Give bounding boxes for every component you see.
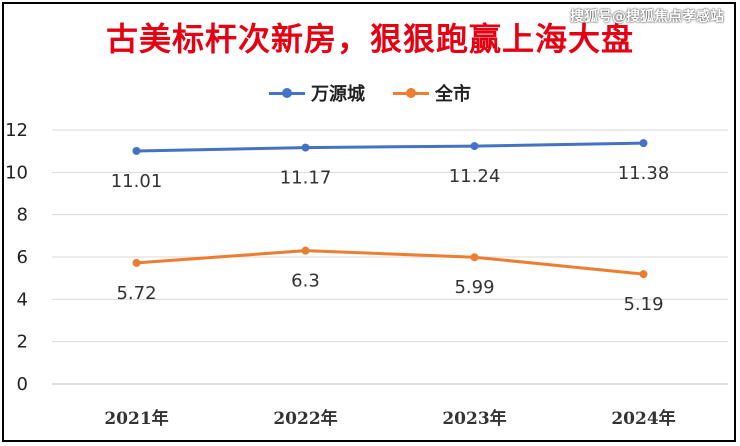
y-tick-label: 10 xyxy=(5,162,28,183)
series-line-0 xyxy=(135,141,645,153)
data-label: 5.72 xyxy=(116,283,156,304)
chart-frame xyxy=(2,2,736,442)
y-tick-label: 0 xyxy=(17,374,28,395)
x-tick-label: 2023年 xyxy=(442,408,506,429)
x-tick-label: 2024年 xyxy=(611,408,675,429)
data-point xyxy=(639,270,648,279)
series-line-1 xyxy=(135,249,645,276)
y-tick-label: 8 xyxy=(17,205,28,226)
x-tick-label: 2022年 xyxy=(273,408,337,429)
y-tick-label: 12 xyxy=(5,120,28,141)
data-label: 11.01 xyxy=(111,171,163,192)
legend-label-quanshi: 全市 xyxy=(435,84,471,105)
chart-title: 古美标杆次新房，狠狠跑赢上海大盘 xyxy=(105,20,634,58)
legend-swatch-wanyuancheng xyxy=(269,86,305,100)
data-label: 11.24 xyxy=(449,166,501,187)
legend-item-wanyuancheng: 万源城 xyxy=(269,80,365,106)
legend-item-quanshi: 全市 xyxy=(393,80,471,106)
data-point xyxy=(639,139,648,148)
data-point xyxy=(301,246,310,255)
watermark: 搜狐号@搜狐焦点孝感站 xyxy=(570,9,724,25)
data-label: 5.19 xyxy=(623,294,663,315)
legend-swatch-quanshi xyxy=(393,86,429,100)
legend-label-wanyuancheng: 万源城 xyxy=(311,84,365,105)
data-label: 5.99 xyxy=(454,277,494,298)
data-point xyxy=(301,143,310,152)
data-point xyxy=(470,142,479,151)
data-point xyxy=(470,253,479,262)
x-tick-label: 2021年 xyxy=(104,408,168,429)
y-tick-label: 2 xyxy=(17,332,28,353)
legend: 万源城 全市 xyxy=(0,80,740,106)
data-label: 11.38 xyxy=(618,163,670,184)
data-label: 6.3 xyxy=(291,271,320,292)
data-point xyxy=(132,146,141,155)
y-tick-label: 4 xyxy=(17,289,28,310)
data-label: 11.17 xyxy=(280,168,332,189)
data-point xyxy=(132,258,141,267)
y-tick-label: 6 xyxy=(17,247,28,268)
